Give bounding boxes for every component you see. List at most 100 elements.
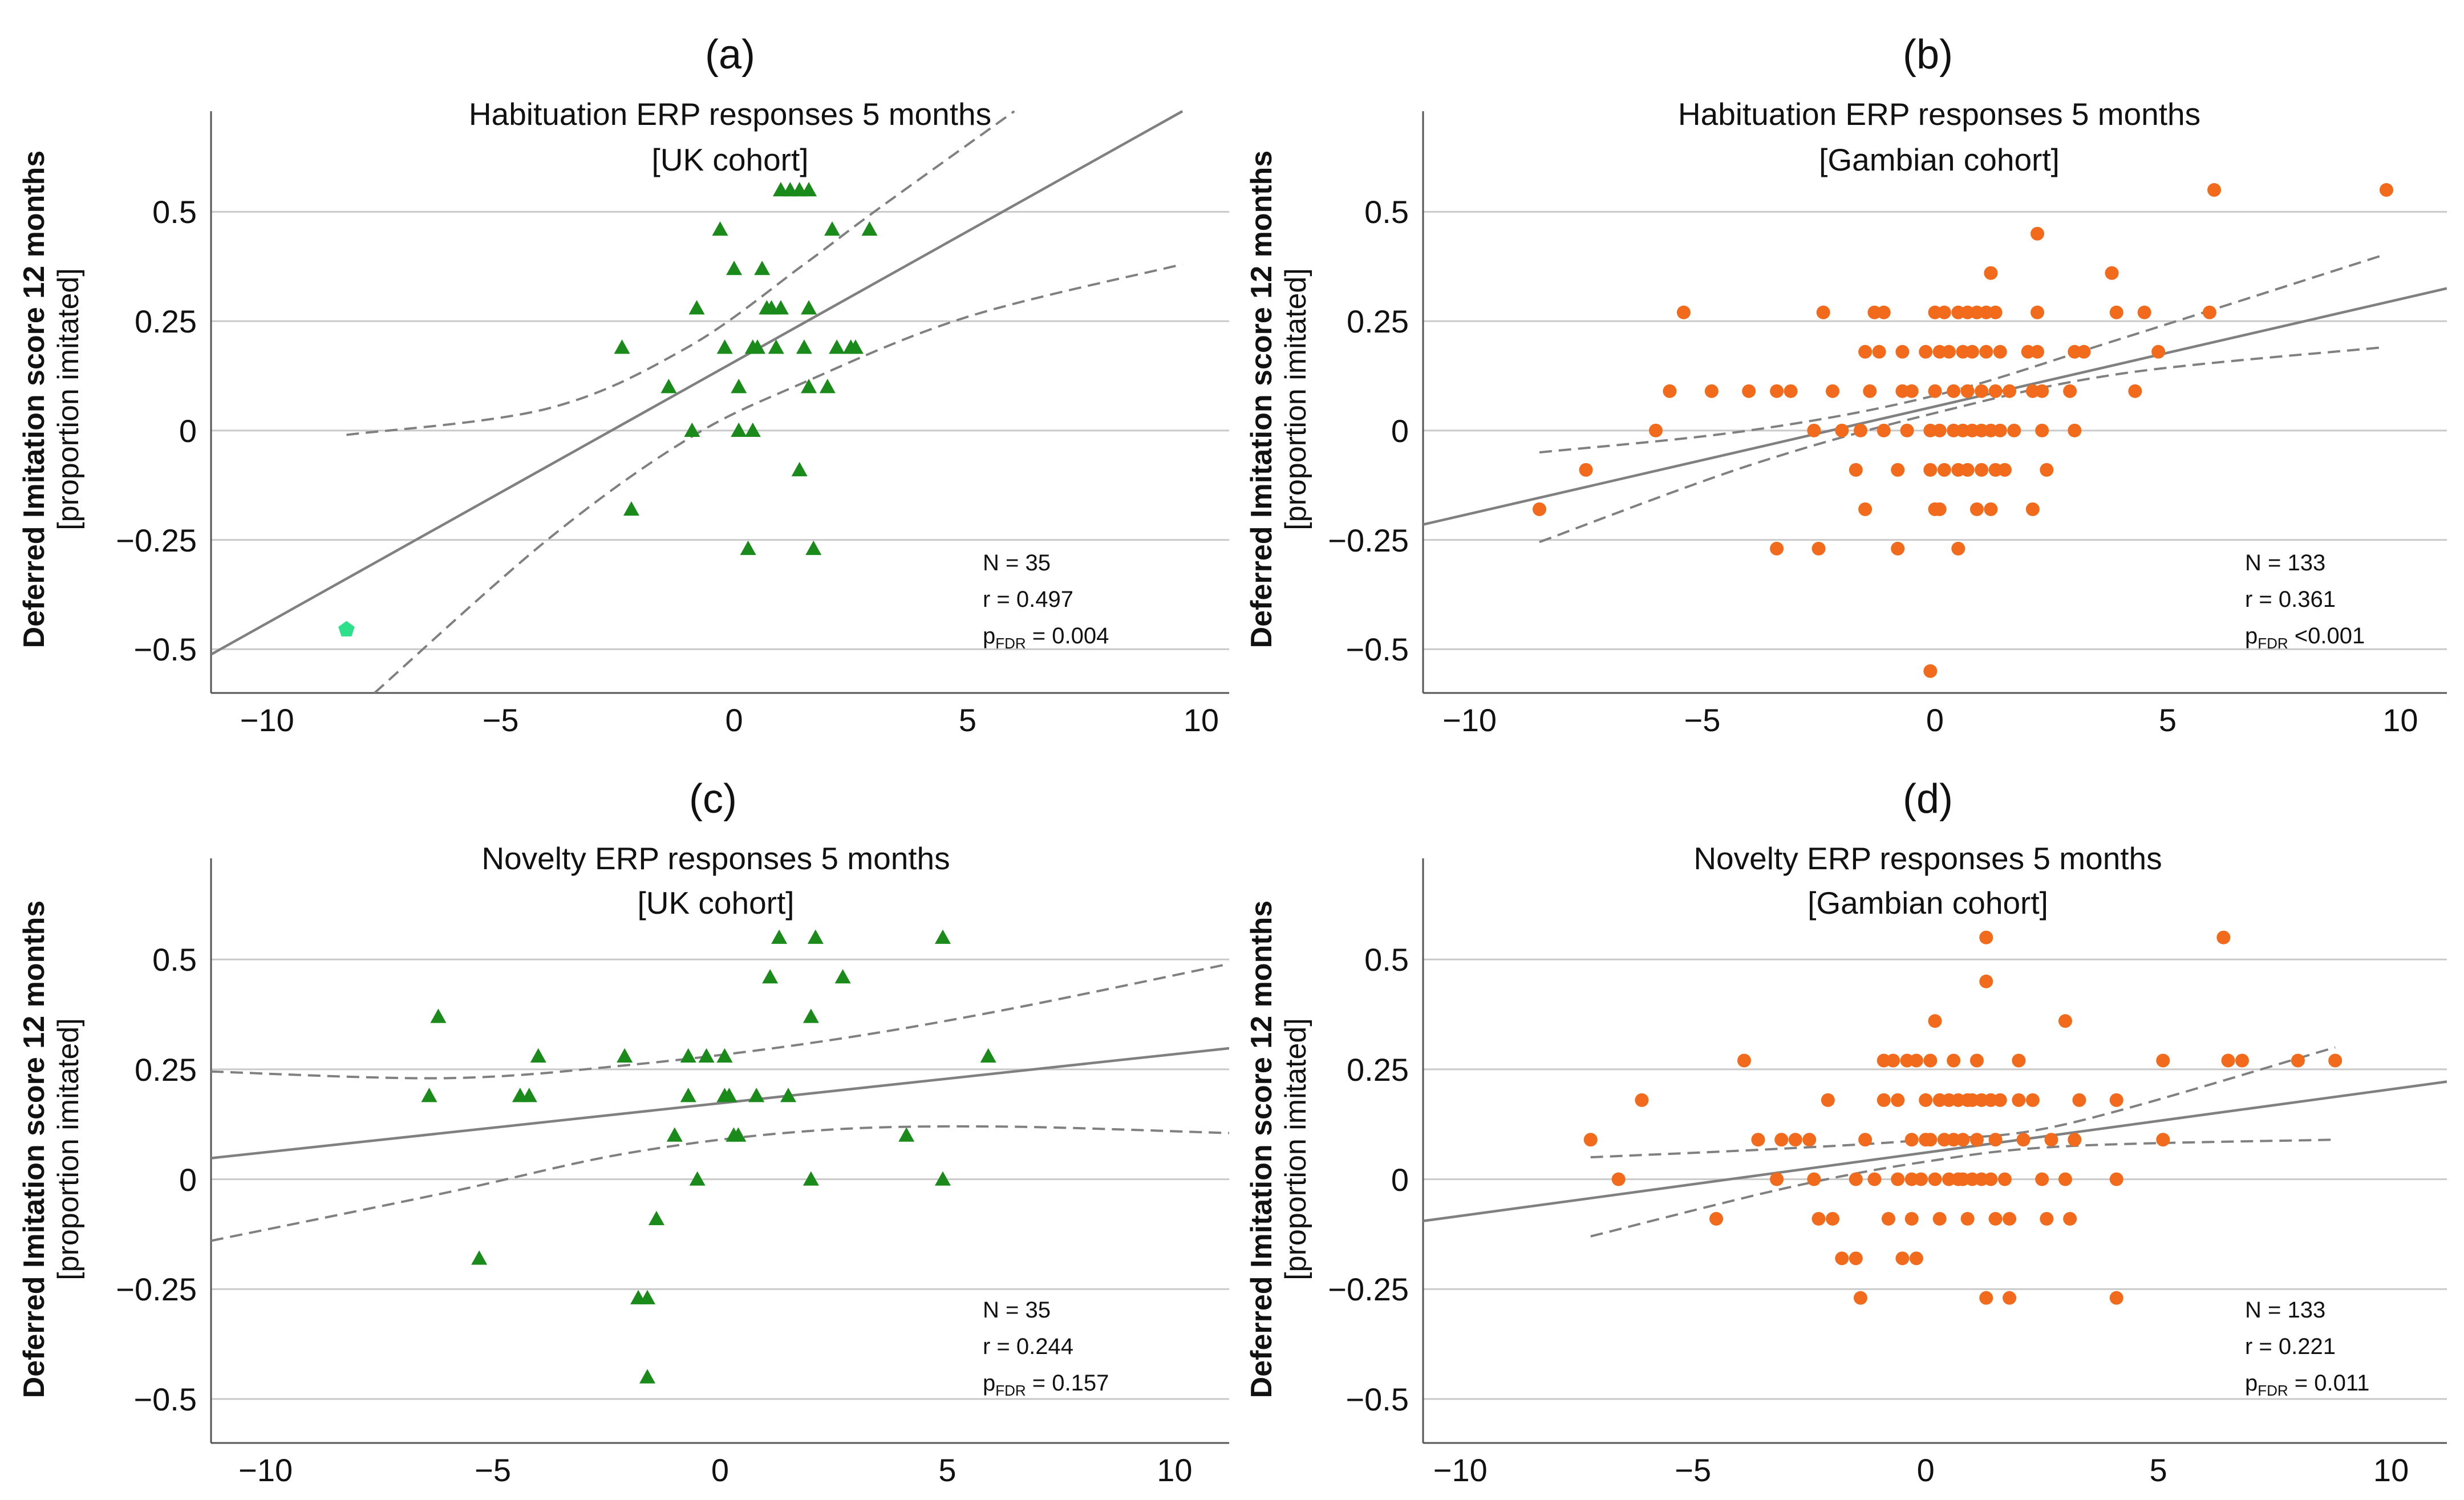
- y-tick-label: −0.25: [1328, 1271, 1409, 1308]
- data-point: [1997, 463, 2012, 477]
- plot-area: [210, 858, 1229, 1444]
- panel-label: (a): [705, 32, 755, 78]
- data-point: [1886, 1053, 1900, 1068]
- data-point: [1932, 423, 1947, 437]
- chart-title: Habituation ERP responses 5 months: [1677, 96, 2201, 132]
- chart-subtitle: [UK cohort]: [637, 885, 795, 921]
- data-point: [617, 1048, 633, 1063]
- stat-p-value: = 0.004: [1026, 623, 1109, 648]
- data-point: [1932, 1211, 1947, 1226]
- chart-subtitle: [Gambian cohort]: [1808, 885, 2048, 921]
- data-point: [2109, 305, 2123, 319]
- data-point: [2328, 1053, 2343, 1068]
- plot-area: [1422, 111, 2447, 694]
- y-tick-label: 0: [179, 412, 197, 449]
- data-point: [1532, 502, 1546, 516]
- data-point: [1742, 384, 1756, 398]
- data-point: [1891, 541, 1905, 556]
- data-point: [2077, 344, 2091, 359]
- y-tick-label: 0.5: [152, 194, 197, 230]
- data-point: [2221, 1053, 2235, 1068]
- data-point: [1928, 1172, 1942, 1186]
- data-point: [1891, 463, 1905, 477]
- panel-b: (b) Habituation ERP responses 5 months […: [1232, 0, 2464, 750]
- data-point: [1979, 1291, 1993, 1305]
- data-point: [1858, 344, 1873, 359]
- data-point: [801, 379, 817, 394]
- data-point: [2109, 1093, 2123, 1107]
- data-point: [1849, 1172, 1863, 1186]
- data-point: [801, 300, 817, 315]
- x-tick-label: 10: [2382, 702, 2418, 738]
- data-point: [639, 1369, 655, 1384]
- data-point: [1807, 1172, 1821, 1186]
- panel-a: (a) Habituation ERP responses 5 months […: [0, 0, 1232, 750]
- data-point: [2016, 1133, 2031, 1147]
- x-tick-label: 0: [1926, 702, 1944, 738]
- ci-upper-curve: [1590, 1046, 2336, 1159]
- data-point: [688, 300, 705, 315]
- data-point: [1928, 1014, 1942, 1028]
- data-point: [1770, 384, 1784, 398]
- y-tick-label: −0.5: [133, 631, 197, 668]
- data-point: [1923, 1133, 1938, 1147]
- x-tick-label: −10: [1442, 702, 1497, 738]
- data-point: [684, 422, 700, 437]
- data-point: [934, 1171, 951, 1186]
- data-point: [1826, 1211, 1839, 1226]
- data-point: [1993, 344, 2007, 359]
- data-point: [1988, 1211, 2003, 1226]
- data-point: [1648, 423, 1663, 437]
- stat-p: pFDR = 0.157: [983, 1365, 1109, 1409]
- plot-area: [1422, 858, 2447, 1444]
- data-point: [1960, 1211, 1975, 1226]
- data-point: [829, 339, 845, 354]
- data-point: [744, 422, 761, 437]
- y-tick-label: −0.25: [116, 1271, 197, 1308]
- y-tick-label: 0: [179, 1161, 197, 1198]
- data-point: [430, 1008, 447, 1023]
- chart-title: Novelty ERP responses 5 months: [481, 841, 950, 876]
- stat-p-symbol: p: [2245, 623, 2258, 648]
- y-tick-label: 0.25: [135, 303, 197, 340]
- stat-p-symbol: p: [2245, 1371, 2258, 1396]
- data-point: [1937, 305, 1951, 319]
- data-point: [934, 929, 951, 944]
- x-tick-label: 5: [958, 702, 977, 738]
- data-point: [2040, 463, 2054, 477]
- data-point: [2068, 423, 2082, 437]
- data-point: [819, 379, 836, 394]
- x-tick-label: 10: [1157, 1452, 1193, 1488]
- stat-p-value: <0.001: [2288, 623, 2365, 648]
- stat-p-subscript: FDR: [2258, 635, 2288, 652]
- x-tick-label: 10: [2373, 1452, 2409, 1488]
- data-point: [1984, 266, 1998, 280]
- stat-p: pFDR = 0.011: [2245, 1365, 2369, 1409]
- data-point: [791, 461, 808, 477]
- data-point: [1849, 463, 1863, 477]
- data-point: [1960, 384, 1975, 398]
- panel-label: (d): [1903, 776, 1953, 822]
- data-point: [1877, 423, 1891, 437]
- data-point: [2012, 1053, 2026, 1068]
- y-tick-label: −0.25: [116, 522, 197, 558]
- data-point: [762, 969, 779, 984]
- stats-box: N = 133 r = 0.361 pFDR <0.001: [2245, 545, 2365, 662]
- stat-n: N = 35: [983, 550, 1051, 575]
- stat-p-subscript: FDR: [995, 635, 1026, 652]
- data-point: [1858, 1133, 1873, 1147]
- y-tick-label: 0: [1391, 412, 1409, 449]
- data-point: [521, 1088, 537, 1102]
- ci-lower-curve: [1590, 1138, 2336, 1238]
- data-point: [2007, 423, 2021, 437]
- data-point: [847, 339, 864, 354]
- data-point: [834, 969, 851, 984]
- data-point: [1770, 541, 1784, 556]
- data-point: [1969, 502, 1984, 516]
- data-point: [726, 261, 743, 275]
- data-point: [1993, 423, 2007, 437]
- data-point: [614, 339, 630, 354]
- data-point: [1919, 344, 1933, 359]
- data-point: [1784, 384, 1798, 398]
- data-point: [2105, 266, 2119, 280]
